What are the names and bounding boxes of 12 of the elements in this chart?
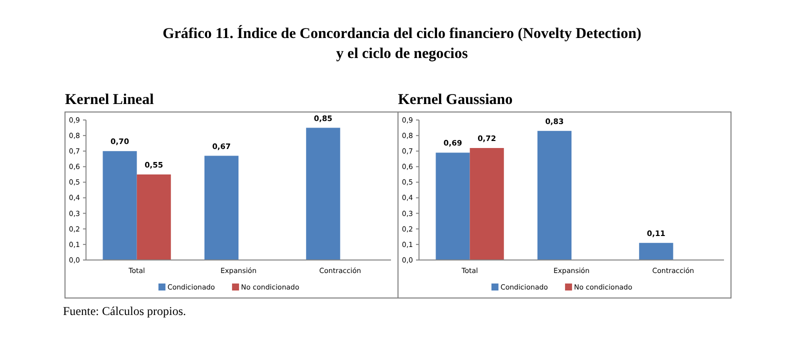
chart-title: Kernel Gaussiano [398, 92, 513, 108]
bar [639, 242, 674, 260]
bar [204, 156, 238, 260]
chart-title: Kernel Lineal [65, 92, 154, 108]
bar [436, 152, 470, 260]
bar [136, 174, 171, 260]
bar [470, 148, 504, 260]
bar [306, 128, 340, 260]
bar [102, 151, 137, 260]
text: Gráfico 11. Índice de Concordancia del ciclo financiero (Novelty Detection) y el ciclo de negocios [162, 25, 642, 62]
source-note: Fuente: Cálculos propios. [63, 304, 186, 318]
bar [537, 130, 572, 260]
